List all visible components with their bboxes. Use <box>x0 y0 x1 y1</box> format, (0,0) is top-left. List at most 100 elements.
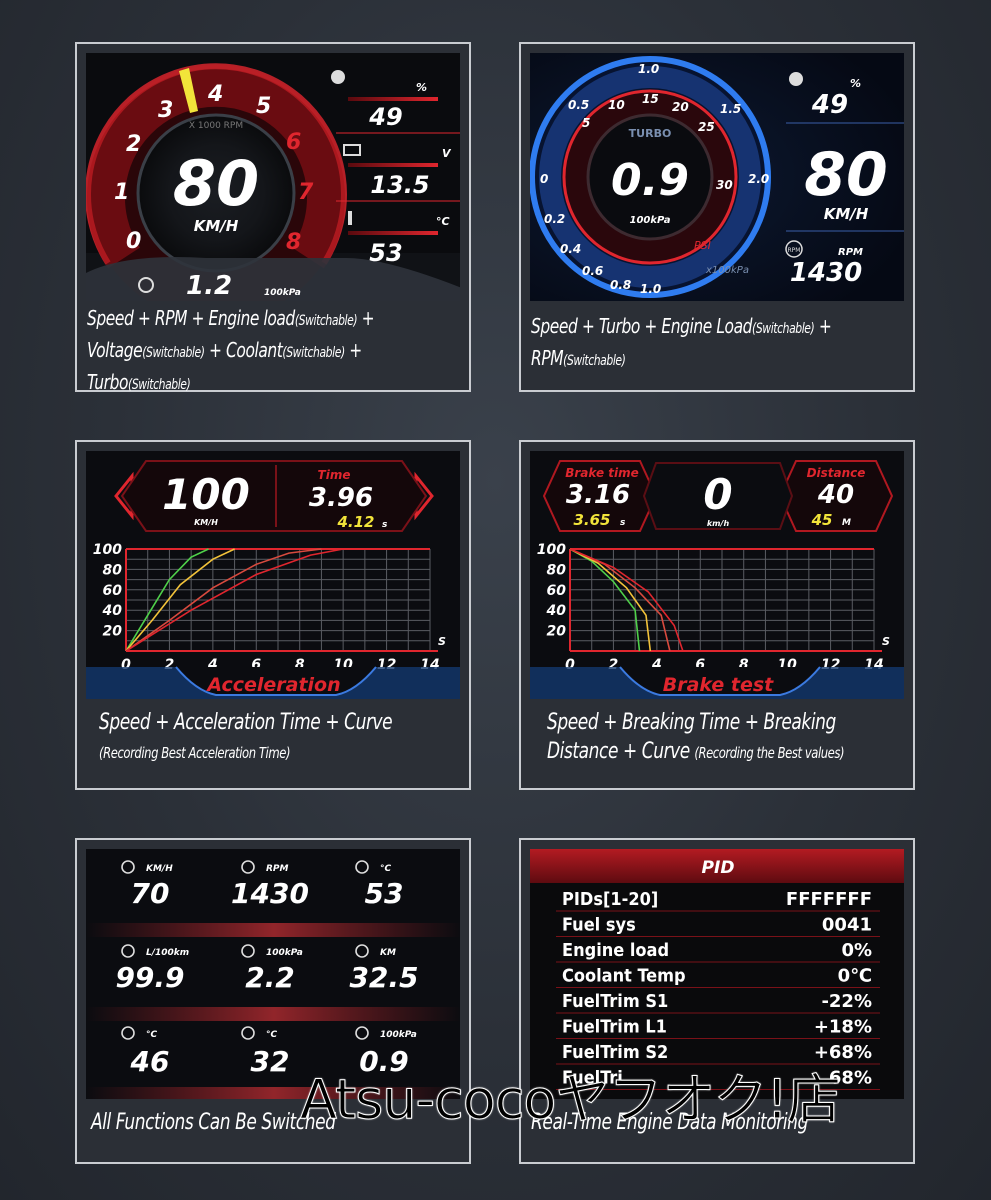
rpm-tick-3: 3 <box>158 98 173 123</box>
svg-text:0.5: 0.5 <box>568 98 589 112</box>
svg-text:25: 25 <box>698 120 715 134</box>
pid-name: Coolant Temp <box>562 966 686 987</box>
rpm-tick-5: 5 <box>256 94 271 119</box>
load-value-2: 49 <box>811 90 848 120</box>
watermark-text: Atsu-cocoヤフオク!店 <box>299 1068 841 1132</box>
rpm-tick-0: 0 <box>126 229 141 254</box>
y-tick-label: 100 <box>93 542 122 558</box>
pid-row: Coolant Temp 0℃ <box>556 966 880 988</box>
gauge-cell: °C 46 <box>121 1026 169 1078</box>
x-tick-label: 0 <box>121 657 131 673</box>
y-tick-label: 20 <box>547 624 567 640</box>
pid-value: 68% <box>829 1068 872 1089</box>
cell-unit: °C <box>266 1030 278 1040</box>
pid-name: PIDs[1-20] <box>562 889 658 910</box>
x-tick-label: 8 <box>295 657 305 673</box>
pid-value: 0% <box>841 940 872 961</box>
rpm-tick-labels: 0 1 2 3 4 5 6 7 8 <box>114 82 314 255</box>
best-time-value: 4.12 <box>336 513 374 531</box>
x-tick-label: 0 <box>565 657 575 673</box>
pid-name: Engine load <box>562 940 669 961</box>
speed-value-4: 0 <box>703 470 732 519</box>
y-tick-label: 100 <box>537 542 566 558</box>
info-icon <box>241 1026 255 1040</box>
acceleration-banner: Acceleration <box>205 674 340 696</box>
gauge-cell: L/100km 99.9 <box>115 944 189 994</box>
cell-unit: 100kPa <box>266 948 303 958</box>
rpm-icon <box>785 240 803 258</box>
trip-distance-icon <box>355 944 369 958</box>
gauge-cell: 100kPa 0.9 <box>355 1026 417 1078</box>
gauge-cell: KM 32.5 <box>349 944 419 994</box>
rpm-gauge-graphic: 0 1 2 3 4 5 6 7 8 X 1000 RPM 80 KM/H 1.2… <box>86 53 460 301</box>
chart-curve <box>125 548 209 652</box>
panel-all-functions: KM/H 70 RPM 1430 °C 53 L/100km 99.9 100kPa 2.2 KM 3… <box>75 838 471 1164</box>
pid-name: Fuel sys <box>562 915 636 936</box>
psi-label: PSI <box>694 239 711 252</box>
y-tick-label: 40 <box>546 603 567 619</box>
dashboard-screen-6: PID PIDs[1-20] FFFFFFF Fuel sys 0041 Engine … <box>530 849 904 1099</box>
pid-row: Fuel sys 0041 <box>556 915 880 937</box>
load-unit: % <box>416 81 427 94</box>
svg-text:1.5: 1.5 <box>720 102 741 116</box>
pid-name: FuelTrim S2 <box>562 1042 668 1063</box>
engine-load-readout: % 49 <box>331 70 460 134</box>
chart-curve <box>125 548 235 652</box>
rpm-unit-2: RPM <box>838 247 863 258</box>
speed-value-2: 80 <box>804 140 888 210</box>
dashboard-screen-3: 100 KM/H Time 3.96 4.12 s 100 80 60 40 20 0 2 4… <box>86 451 460 699</box>
pid-row: FuelTrim S1 -22% <box>556 991 880 1014</box>
rpm-tick-1: 1 <box>114 180 129 205</box>
cell-unit: 100kPa <box>380 1030 417 1040</box>
best-time-unit: s <box>382 520 388 530</box>
cell-unit: KM <box>380 948 396 958</box>
voltage-value: 13.5 <box>370 171 429 199</box>
svg-text:15: 15 <box>642 92 659 106</box>
gauge-cell: KM/H 70 <box>121 860 173 910</box>
brake-banner: Brake test <box>663 674 774 696</box>
dashboard-screen-4: Brake time 3.16 3.65 s 0 km/h Distance 4… <box>530 451 904 699</box>
brake-time-label: Brake time <box>565 466 639 480</box>
x-tick-label: 2 <box>609 657 619 673</box>
brake-graphic: Brake time 3.16 3.65 s 0 km/h Distance 4… <box>530 451 904 699</box>
rpm-tick-8: 8 <box>286 230 301 255</box>
pid-row: Engine load 0% <box>556 940 880 963</box>
cell-unit: °C <box>380 864 392 874</box>
coolant-icon <box>355 860 369 874</box>
coolant-readout: °C 53 <box>348 211 450 267</box>
cell-value: 32 <box>251 1045 290 1078</box>
panel-acceleration: 100 KM/H Time 3.96 4.12 s 100 80 60 40 20 0 2 4… <box>75 440 471 790</box>
brake-time-unit: s <box>620 518 626 528</box>
rpm-icon <box>241 860 255 874</box>
gauge-cell: °C 32 <box>241 1026 290 1078</box>
gauge-cell: RPM 1430 <box>231 860 309 910</box>
pid-value: 0041 <box>822 915 872 936</box>
pid-rows: PIDs[1-20] FFFFFFF Fuel sys 0041 Engine load… <box>556 889 880 1090</box>
cell-value: 0.9 <box>359 1045 409 1078</box>
cell-value: 53 <box>365 877 404 910</box>
x-tick-label: 2 <box>165 657 175 673</box>
speed-unit-4: km/h <box>707 519 730 528</box>
x-tick-label: 4 <box>207 657 218 673</box>
coolant-icon <box>348 211 352 225</box>
turbo-gauge-graphic: 0 0.2 0.4 0.6 0.8 1.0 1.5 2.0 0.5 1.0 5 … <box>530 53 904 301</box>
inner-psi-ticks: 5 10 15 20 25 30 <box>582 92 733 192</box>
x-unit-label: S <box>438 635 446 648</box>
chart-curve <box>125 548 344 652</box>
pid-row: PIDs[1-20] FFFFFFF <box>556 889 880 912</box>
oil-temp-icon <box>121 1026 135 1040</box>
caption-4: Speed + Breaking Time + Breaking Distanc… <box>547 710 845 764</box>
speed-unit: KM/H <box>194 217 239 235</box>
load-unit-2: % <box>850 77 861 90</box>
distance-unit: M <box>842 518 851 528</box>
svg-text:1.0: 1.0 <box>638 62 659 76</box>
y-tick-label: 20 <box>103 624 123 640</box>
y-tick-label: 80 <box>103 562 123 578</box>
load-value: 49 <box>368 103 402 131</box>
dashboard-screen-2: 0 0.2 0.4 0.6 0.8 1.0 1.5 2.0 0.5 1.0 5 … <box>530 53 904 301</box>
gauge-cell: °C 53 <box>355 860 404 910</box>
caption-2: Speed + Turbo + Engine Load(Switchable) … <box>531 314 832 370</box>
svg-text:1.0: 1.0 <box>640 282 661 296</box>
